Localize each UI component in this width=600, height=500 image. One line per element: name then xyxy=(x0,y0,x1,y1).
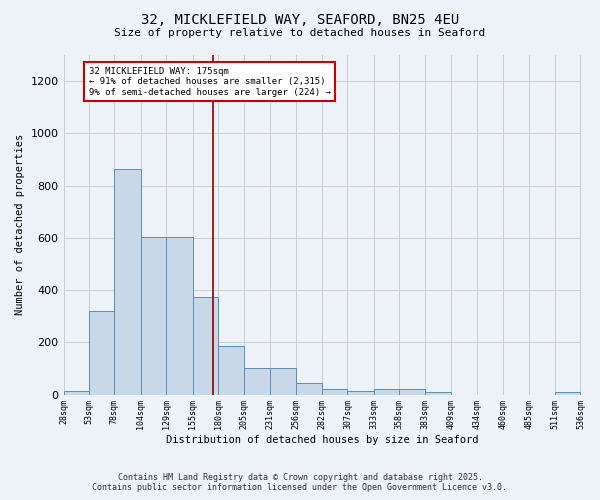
Bar xyxy=(218,346,244,395)
Bar xyxy=(400,390,425,394)
Y-axis label: Number of detached properties: Number of detached properties xyxy=(15,134,25,316)
Bar xyxy=(374,390,400,394)
Bar xyxy=(64,390,89,394)
Bar xyxy=(322,390,347,394)
Bar xyxy=(115,168,141,394)
Text: Size of property relative to detached houses in Seaford: Size of property relative to detached ho… xyxy=(115,28,485,38)
X-axis label: Distribution of detached houses by size in Seaford: Distribution of detached houses by size … xyxy=(166,435,478,445)
Bar xyxy=(555,392,580,394)
Text: 32, MICKLEFIELD WAY, SEAFORD, BN25 4EU: 32, MICKLEFIELD WAY, SEAFORD, BN25 4EU xyxy=(141,12,459,26)
Bar xyxy=(347,390,374,394)
Bar xyxy=(141,236,166,394)
Bar xyxy=(244,368,270,394)
Text: Contains HM Land Registry data © Crown copyright and database right 2025.
Contai: Contains HM Land Registry data © Crown c… xyxy=(92,473,508,492)
Bar xyxy=(89,311,115,394)
Bar xyxy=(193,296,218,394)
Bar xyxy=(425,392,451,394)
Bar xyxy=(296,383,322,394)
Text: 32 MICKLEFIELD WAY: 175sqm
← 91% of detached houses are smaller (2,315)
9% of se: 32 MICKLEFIELD WAY: 175sqm ← 91% of deta… xyxy=(89,67,331,96)
Bar xyxy=(270,368,296,394)
Bar xyxy=(166,236,193,394)
